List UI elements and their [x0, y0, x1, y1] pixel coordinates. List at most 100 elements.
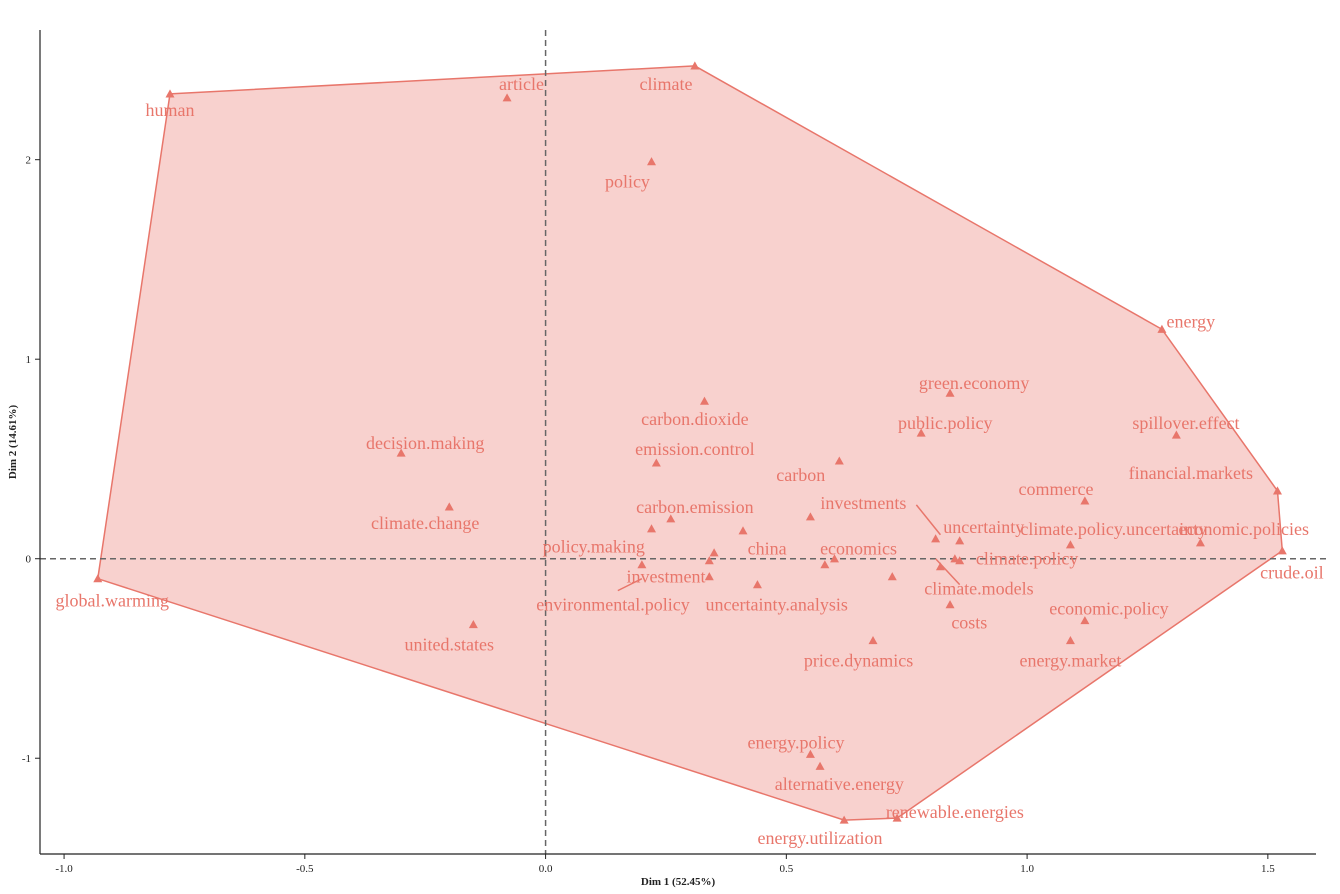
y-tick-label-2: 1: [26, 354, 32, 366]
label-energy-policy: energy.policy: [747, 732, 844, 752]
point-energy-market: [1065, 636, 1075, 645]
x-tick-label-2: 0.0: [539, 863, 553, 875]
label-green-economy: green.economy: [919, 373, 1029, 393]
point-unlabeled-0: [709, 548, 719, 557]
label-public-policy: public.policy: [898, 413, 992, 433]
point-climate: [690, 61, 700, 70]
label-article: article: [499, 74, 544, 94]
point-investment: [704, 572, 714, 581]
label-emission-control: emission.control: [635, 439, 755, 459]
point-alternative-energy: [815, 761, 825, 770]
data-points: [93, 61, 1287, 824]
leader-line-0: [617, 577, 643, 592]
label-china: china: [748, 539, 787, 559]
point-costs: [945, 600, 955, 609]
label-leader-lines: [617, 504, 961, 592]
label-policy-making: policy.making: [543, 537, 645, 557]
label-environmental-policy: environmental.policy: [536, 595, 689, 615]
point-china: [738, 526, 748, 535]
point-uncertainty: [955, 536, 965, 545]
y-axis-title: Dim 2 (14.61%): [7, 405, 19, 480]
label-energy: energy: [1166, 311, 1215, 331]
label-commerce: commerce: [1019, 479, 1094, 499]
point-policy-making: [647, 524, 657, 533]
point-climate-models: [887, 572, 897, 581]
point-economic-policy: [1080, 616, 1090, 625]
y-tick-label-1: 0: [26, 554, 32, 566]
point-energy-utilization: [839, 815, 849, 824]
point-unlabeled-3: [950, 554, 960, 563]
label-price-dynamics: price.dynamics: [804, 650, 913, 670]
x-tick-label-5: 1.5: [1261, 863, 1275, 875]
y-tick-label-0: -1: [22, 753, 31, 765]
y-tick-label-3: 2: [26, 155, 32, 167]
label-global-warming: global.warming: [55, 591, 168, 611]
label-crude-oil: crude.oil: [1260, 563, 1323, 583]
x-tick-label-1: -0.5: [296, 863, 314, 875]
label-investment: investment: [626, 567, 705, 587]
label-climate-policy-uncertainty: climate.policy.uncertainty: [1020, 519, 1207, 539]
label-carbon: carbon: [776, 465, 825, 485]
point-human: [165, 89, 175, 98]
label-economic-policy: economic.policy: [1049, 599, 1168, 619]
point-economics: [829, 554, 839, 563]
leader-line-1: [915, 504, 942, 536]
reference-lines: [40, 30, 1330, 854]
label-climate: climate: [639, 74, 692, 94]
label-investments: investments: [820, 493, 906, 513]
label-renewable-energies: renewable.energies: [886, 802, 1024, 822]
point-decision-making: [396, 448, 406, 457]
label-decision-making: decision.making: [366, 433, 484, 453]
label-united-states: united.states: [405, 635, 494, 655]
point-carbon-dioxide: [699, 396, 709, 405]
x-ticks: -1.0 -0.5 0.0 0.5 1.0 1.5: [55, 854, 1275, 875]
label-carbon-emission: carbon.emission: [636, 497, 753, 517]
point-carbon-emission: [666, 514, 676, 523]
label-financial-markets: financial.markets: [1129, 463, 1253, 483]
label-climate-models: climate.models: [924, 579, 1033, 599]
label-climate-policy: climate.policy: [976, 549, 1078, 569]
label-energy-market: energy.market: [1019, 650, 1121, 670]
label-costs: costs: [951, 613, 987, 633]
point-crude-oil: [1277, 546, 1287, 555]
leader-line-2: [935, 558, 961, 586]
label-spillover-effect: spillover.effect: [1132, 413, 1239, 433]
label-alternative-energy: alternative.energy: [775, 774, 904, 794]
point-united-states: [468, 620, 478, 629]
x-tick-label-3: 0.5: [779, 863, 793, 875]
point-financial-markets: [1272, 486, 1282, 495]
x-axis-title: Dim 1 (52.45%): [641, 876, 716, 888]
point-renewable-energies: [892, 813, 902, 822]
point-unlabeled-5: [931, 534, 941, 543]
label-uncertainty: uncertainty: [943, 517, 1024, 537]
point-global-warming: [93, 574, 103, 583]
label-carbon-dioxide: carbon.dioxide: [641, 409, 748, 429]
x-tick-label-0: -1.0: [55, 863, 73, 875]
point-emission-control: [651, 458, 661, 467]
label-uncertainty-analysis: uncertainty.analysis: [706, 595, 848, 615]
point-policy: [647, 157, 657, 166]
point-climate-change: [444, 502, 454, 511]
label-human: human: [146, 100, 195, 120]
axes: [39, 30, 1316, 855]
point-green-economy: [945, 388, 955, 397]
point-climate-policy-uncertainty: [1065, 540, 1075, 549]
label-energy-utilization: energy.utilization: [758, 828, 883, 848]
label-climate-change: climate.change: [371, 513, 479, 533]
x-tick-label-4: 1.0: [1020, 863, 1034, 875]
point-commerce: [1080, 496, 1090, 505]
point-energy-policy: [805, 749, 815, 758]
point-unlabeled-2: [820, 560, 830, 569]
label-economics: economics: [820, 539, 897, 559]
point-public-policy: [916, 428, 926, 437]
point-unlabeled-1: [704, 556, 714, 565]
y-ticks: -1 0 1 2: [22, 155, 40, 765]
point-price-dynamics: [868, 636, 878, 645]
point-spillover-effect: [1171, 430, 1181, 439]
point-article: [502, 93, 512, 102]
point-uncertainty-analysis: [752, 580, 762, 589]
point-carbon: [834, 456, 844, 465]
label-economic-policies: economic.policies: [1179, 519, 1309, 539]
point-economic-policies: [1195, 538, 1205, 547]
